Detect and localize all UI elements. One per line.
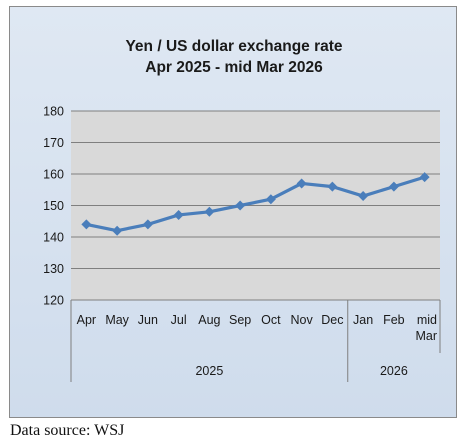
- x-tick-label: Jan: [353, 313, 373, 327]
- x-tick-label: mid Mar: [415, 313, 437, 343]
- series-polyline: [86, 175, 426, 233]
- data-point-nov: [296, 178, 307, 189]
- x-tick-label: Oct: [261, 313, 281, 327]
- y-tick-label: 180: [43, 105, 64, 119]
- y-tick-label: 130: [43, 262, 64, 276]
- y-tick-label: 120: [43, 294, 64, 308]
- y-axis: 120 130 140 150 160 170 180: [43, 105, 64, 308]
- y-tick-label: 150: [43, 199, 64, 213]
- data-point-feb: [388, 181, 399, 192]
- x-tick-label: Jun: [138, 313, 158, 327]
- data-point-jun: [142, 219, 153, 230]
- data-point-dec: [327, 181, 338, 192]
- data-point-jan: [358, 191, 369, 202]
- source-note: Data source: WSJ: [10, 422, 125, 439]
- data-point-apr: [81, 219, 92, 230]
- x-tick-label: Sep: [229, 313, 251, 327]
- chart-frame: Yen / US dollar exchange rate Apr 2025 - …: [9, 6, 457, 418]
- data-point-oct: [265, 194, 276, 205]
- group-label-2026: 2026: [380, 364, 408, 378]
- x-tick-label: Feb: [383, 313, 405, 327]
- x-tick-label: Apr: [77, 313, 96, 327]
- chart-title-line-0: Yen / US dollar exchange rate: [125, 38, 342, 55]
- y-tick-label: 140: [43, 231, 64, 245]
- group-label-2025: 2025: [195, 364, 223, 378]
- data-point-mid-mar: [419, 172, 430, 183]
- x-tick-label: Nov: [291, 313, 314, 327]
- chart-title: Yen / US dollar exchange rate Apr 2025 - …: [125, 38, 342, 76]
- series-line: [81, 172, 430, 236]
- y-tick-label: 160: [43, 168, 64, 182]
- plot-area: [71, 110, 440, 301]
- data-point-sep: [235, 200, 246, 211]
- data-point-aug: [204, 206, 215, 217]
- x-tick-label: Aug: [198, 313, 220, 327]
- x-tick-label: May: [105, 313, 129, 327]
- chart-svg: Yen / US dollar exchange rate Apr 2025 - …: [43, 38, 441, 382]
- x-tick-label: Dec: [321, 313, 343, 327]
- x-tick-label: Jul: [171, 313, 187, 327]
- chart-title-line-1: Apr 2025 - mid Mar 2026: [145, 59, 323, 76]
- x-axis: Apr May Jun Jul Aug Sep Oct Nov Dec Jan Feb mid Mar 2…: [70, 299, 441, 382]
- data-point-jul: [173, 209, 184, 220]
- data-point-may: [112, 225, 123, 236]
- y-tick-label: 170: [43, 136, 64, 150]
